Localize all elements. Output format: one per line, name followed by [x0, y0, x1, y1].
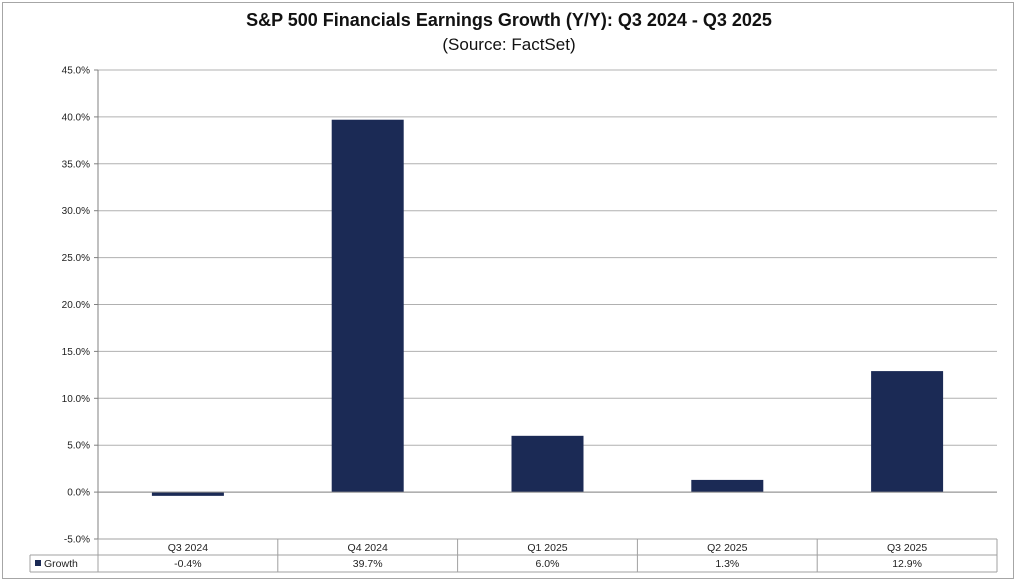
y-tick-label: 35.0%	[62, 159, 90, 170]
y-tick-label: 0.0%	[67, 488, 90, 499]
y-tick-label: 20.0%	[62, 300, 90, 311]
y-tick-label: 5.0%	[67, 441, 90, 452]
y-tick-label: 40.0%	[62, 112, 90, 123]
category-label: Q3 2024	[168, 542, 208, 554]
bar	[691, 479, 764, 493]
y-tick-label: 10.0%	[62, 394, 90, 405]
bar	[871, 371, 944, 493]
category-label: Q1 2025	[527, 542, 567, 554]
data-table: Q3 2024 -0.4% Q4 2024 39.7% Q1 2025 6.0% Q2 20…	[29, 538, 998, 573]
bar	[151, 492, 224, 496]
bar	[331, 119, 404, 493]
data-label: 12.9%	[892, 558, 922, 570]
y-tick-label: 30.0%	[62, 206, 90, 217]
data-label: 1.3%	[715, 558, 739, 570]
chart-subtitle: (Source: FactSet)	[442, 35, 576, 54]
chart-title: S&P 500 Financials Earnings Growth (Y/Y)…	[246, 10, 772, 30]
bar-series	[98, 119, 997, 496]
data-label: 39.7%	[353, 558, 383, 570]
legend-swatch	[35, 560, 41, 566]
y-tick-label: 15.0%	[62, 347, 90, 358]
data-label: 6.0%	[536, 558, 560, 570]
y-tick-label: 45.0%	[62, 66, 90, 77]
data-label: -0.4%	[174, 558, 201, 570]
category-label: Q2 2025	[707, 542, 747, 554]
y-tick-label: -5.0%	[64, 535, 90, 546]
bar	[511, 435, 584, 493]
y-tick-label: 25.0%	[62, 253, 90, 264]
y-axis-ticks: 45.0% 40.0% 35.0% 30.0% 25.0% 20.0% 15.0% 10.0%…	[62, 66, 90, 546]
legend-label: Growth	[44, 558, 78, 570]
category-label: Q3 2025	[887, 542, 927, 554]
category-label: Q4 2024	[348, 542, 388, 554]
